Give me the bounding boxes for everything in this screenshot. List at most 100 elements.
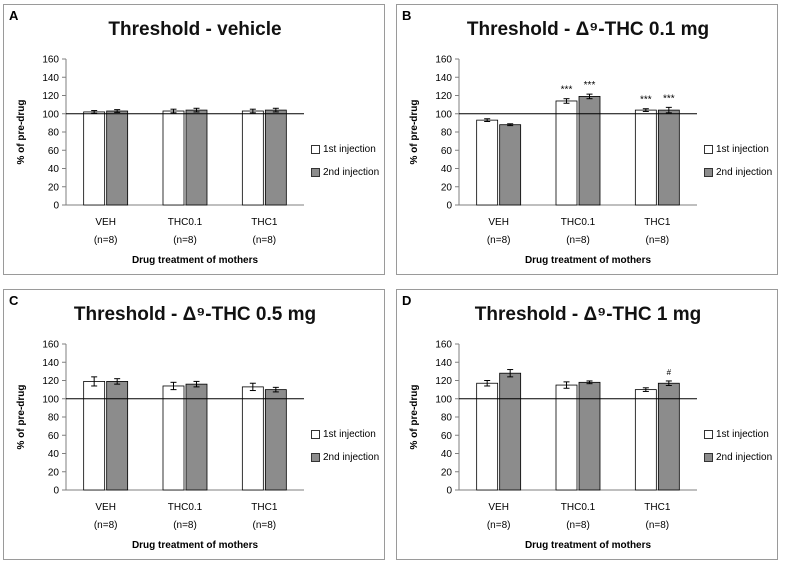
legend-item-2nd: 2nd injection bbox=[311, 450, 379, 464]
legend-swatch bbox=[704, 429, 713, 439]
y-tick-label: 160 bbox=[42, 340, 59, 351]
legend-label: 1st injection bbox=[323, 143, 376, 155]
y-tick-label: 40 bbox=[441, 449, 453, 460]
x-tick-sample-size: (n=8) bbox=[173, 520, 197, 531]
chart-title: Threshold - Δ⁹-THC 1 mg bbox=[474, 304, 702, 325]
y-tick-label: 20 bbox=[441, 467, 453, 478]
legend-label: 2nd injection bbox=[716, 451, 773, 463]
y-tick-label: 40 bbox=[48, 449, 60, 460]
legend: 1st injection 2nd injection bbox=[704, 142, 772, 188]
bar-second-injection bbox=[657, 382, 680, 491]
x-tick-sample-size: (n=8) bbox=[253, 520, 277, 531]
significance-marker: *** bbox=[561, 85, 573, 96]
legend-swatch bbox=[311, 429, 320, 439]
x-tick-sample-size: (n=8) bbox=[646, 520, 670, 531]
x-tick-label: VEH bbox=[95, 217, 116, 228]
x-tick-sample-size: (n=8) bbox=[487, 520, 511, 531]
bar-first-injection bbox=[83, 111, 106, 206]
legend-item-1st: 1st injection bbox=[704, 142, 772, 156]
y-axis-title: % of pre-drug bbox=[16, 385, 27, 450]
y-tick-label: 0 bbox=[53, 201, 59, 212]
y-tick-label: 100 bbox=[42, 394, 59, 405]
x-tick-sample-size: (n=8) bbox=[94, 235, 118, 246]
legend-label: 1st injection bbox=[716, 143, 769, 155]
x-tick-sample-size: (n=8) bbox=[646, 235, 670, 246]
chart-panel-a: A Threshold - vehicle 0 20 40 60 80 100 120 140… bbox=[3, 4, 385, 275]
panel-label: A bbox=[9, 8, 19, 23]
y-axis-title: % of pre-drug bbox=[16, 100, 27, 165]
y-tick-label: 60 bbox=[48, 146, 60, 157]
x-tick-label: VEH bbox=[95, 502, 116, 513]
y-tick-label: 80 bbox=[441, 413, 453, 424]
bar-second-injection bbox=[264, 389, 287, 491]
y-tick-label: 140 bbox=[435, 358, 452, 369]
chart-plot: 0 20 40 60 80 100 120 140 160 % of pre-drug VEH (n=… bbox=[16, 340, 304, 531]
x-tick-sample-size: (n=8) bbox=[487, 235, 511, 246]
significance-marker: # bbox=[667, 368, 672, 377]
legend-label: 2nd injection bbox=[323, 451, 380, 463]
y-tick-label: 80 bbox=[48, 413, 60, 424]
y-tick-label: 40 bbox=[441, 164, 453, 175]
chart-panel-c: C Threshold - Δ⁹-THC 0.5 mg 0 20 40 60 80 100… bbox=[3, 289, 385, 560]
bar-second-injection bbox=[264, 109, 287, 206]
x-axis-title: Drug treatment of mothers bbox=[524, 540, 652, 551]
bar-first-injection bbox=[83, 381, 106, 491]
x-tick-sample-size: (n=8) bbox=[173, 235, 197, 246]
chart-panel-b: B Threshold - Δ⁹-THC 0.1 mg 0 20 40 60 80 100… bbox=[396, 4, 778, 275]
chart-plot: 0 20 40 60 80 100 120 140 160 % of pre-drug VEH (n=… bbox=[409, 340, 697, 531]
x-axis-title: Drug treatment of mothers bbox=[524, 255, 652, 266]
y-tick-label: 100 bbox=[42, 109, 59, 120]
y-tick-label: 0 bbox=[446, 201, 452, 212]
y-tick-label: 100 bbox=[435, 109, 452, 120]
x-tick-sample-size: (n=8) bbox=[253, 235, 277, 246]
bar-first-injection bbox=[634, 389, 657, 491]
legend-label: 2nd injection bbox=[716, 166, 773, 178]
y-tick-label: 0 bbox=[53, 486, 59, 497]
bar-first-injection bbox=[555, 100, 578, 206]
chart-panel-d: D Threshold - Δ⁹-THC 1 mg 0 20 40 60 80 100 12… bbox=[396, 289, 778, 560]
x-tick-label: THC0.1 bbox=[168, 502, 203, 513]
legend-item-1st: 1st injection bbox=[311, 427, 379, 441]
y-tick-label: 20 bbox=[441, 182, 453, 193]
bar-second-injection bbox=[185, 109, 208, 206]
legend-swatch bbox=[704, 144, 713, 154]
x-tick-label: THC0.1 bbox=[561, 217, 596, 228]
chart-plot: 0 20 40 60 80 100 120 140 160 % of pre-drug VEH (n=… bbox=[409, 55, 697, 246]
legend: 1st injection 2nd injection bbox=[311, 427, 379, 473]
y-tick-label: 20 bbox=[48, 182, 60, 193]
x-tick-label: VEH bbox=[488, 217, 509, 228]
y-tick-label: 80 bbox=[441, 128, 453, 139]
significance-marker: *** bbox=[663, 93, 675, 104]
y-tick-label: 120 bbox=[42, 376, 59, 387]
bar-second-injection bbox=[106, 381, 129, 491]
bar-second-injection bbox=[185, 383, 208, 491]
legend-swatch bbox=[311, 452, 320, 462]
bar-second-injection bbox=[499, 372, 522, 491]
legend-label: 2nd injection bbox=[323, 166, 380, 178]
x-tick-label: THC1 bbox=[251, 217, 278, 228]
x-tick-sample-size: (n=8) bbox=[566, 520, 590, 531]
bar-first-injection bbox=[634, 109, 657, 206]
legend-swatch bbox=[311, 144, 320, 154]
x-axis-title: Drug treatment of mothers bbox=[131, 540, 259, 551]
legend-swatch bbox=[704, 167, 713, 177]
y-tick-label: 160 bbox=[435, 340, 452, 351]
chart-title: Threshold - Δ⁹-THC 0.5 mg bbox=[73, 304, 317, 325]
y-axis-title: % of pre-drug bbox=[409, 100, 420, 165]
legend-item-1st: 1st injection bbox=[704, 427, 772, 441]
bar-first-injection bbox=[241, 110, 264, 206]
legend-item-2nd: 2nd injection bbox=[704, 165, 772, 179]
chart-title: Threshold - vehicle bbox=[108, 19, 282, 40]
bar-first-injection bbox=[162, 385, 185, 491]
x-tick-sample-size: (n=8) bbox=[566, 235, 590, 246]
legend: 1st injection 2nd injection bbox=[311, 142, 379, 188]
legend: 1st injection 2nd injection bbox=[704, 427, 772, 473]
y-tick-label: 160 bbox=[435, 55, 452, 66]
bar-second-injection bbox=[578, 96, 601, 206]
y-tick-label: 60 bbox=[441, 431, 453, 442]
x-tick-label: THC1 bbox=[644, 502, 671, 513]
bar-second-injection bbox=[657, 109, 680, 206]
y-tick-label: 60 bbox=[441, 146, 453, 157]
legend-swatch bbox=[311, 167, 320, 177]
panel-label: D bbox=[402, 293, 412, 308]
